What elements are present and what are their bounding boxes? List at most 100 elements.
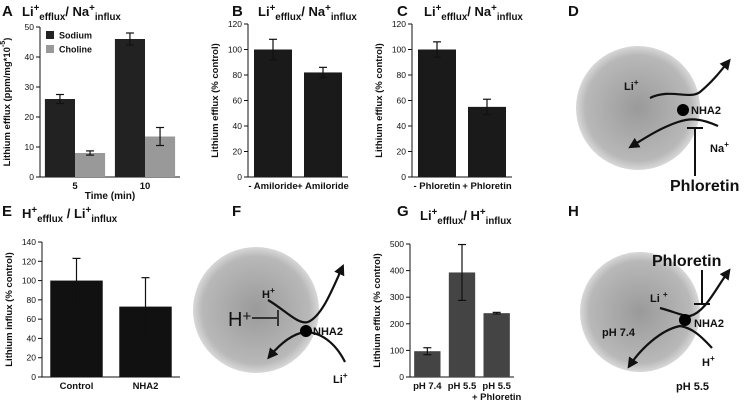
text-part: / Na (467, 4, 492, 19)
diagram-label: NHA2 (313, 326, 343, 338)
x-tick-label: + Phloretin (462, 181, 512, 192)
text-part: influx (331, 12, 358, 23)
diagram-label: H+ (228, 308, 251, 331)
y-tick-label: 60 (397, 96, 407, 106)
chart-title: H+efflux / Li+influx (22, 205, 118, 225)
y-tick-label: 80 (233, 70, 243, 80)
y-tick-label: 120 (22, 256, 36, 266)
panel-label: B (232, 3, 243, 20)
cell (580, 252, 700, 372)
y-axis-label: Lithium efflux (ppm/mg*10-5) (0, 38, 13, 167)
error-bar (125, 32, 134, 46)
error-bar (72, 257, 81, 304)
diagram-label: pH 7.4 (602, 327, 636, 339)
text-part: / H (463, 208, 480, 223)
y-tick-label: 140 (22, 237, 36, 247)
y-tick-label: 100 (392, 45, 406, 55)
y-tick-label: 20 (397, 147, 407, 157)
text-part: + (480, 207, 486, 218)
chart-title: Li+efflux/ H+influx (420, 207, 512, 227)
bar (254, 49, 292, 177)
text-part: Li (258, 4, 270, 19)
text-part: + (242, 308, 251, 325)
diagram-label: Li+ (333, 371, 348, 386)
error-bar (269, 38, 277, 61)
diagram-h: Phloretin Li + NHA2 pH 7.4 H+ pH 5.5 (580, 252, 731, 393)
diagram-label: Phloretin (670, 178, 739, 195)
text-part: / Li (63, 206, 85, 221)
arrow (659, 268, 731, 318)
text-part: Li (333, 374, 343, 386)
transporter (300, 325, 312, 337)
y-tick-label: 40 (25, 52, 35, 62)
y-tick-label: 100 (22, 276, 36, 286)
bar (468, 106, 506, 177)
text-part: pH 5.5 (482, 381, 511, 392)
y-axis-label: Lithium efflux (% control) (210, 43, 221, 158)
arrow (649, 58, 731, 100)
diagram-f: H+ H+ NHA2 Li+ (193, 247, 348, 386)
y-tick-label: 0 (237, 172, 242, 182)
arrow (627, 324, 713, 369)
transporter (677, 104, 689, 116)
text-part: Li (624, 81, 634, 93)
bar (114, 39, 145, 177)
bar (44, 99, 75, 177)
text-part: Li (22, 4, 34, 19)
diagram-label: NHA2 (691, 105, 721, 117)
bar (414, 351, 441, 377)
text-part: Li (650, 293, 663, 305)
text-part: efflux (37, 214, 64, 225)
y-tick-label: 20 (27, 353, 37, 363)
text-part: H (228, 309, 242, 331)
text-part: + (432, 207, 438, 218)
text-part: H (702, 357, 710, 369)
panel-label: C (397, 3, 408, 20)
y-tick-label: 20 (233, 147, 243, 157)
text-part: efflux (275, 12, 302, 23)
transporter (679, 314, 691, 326)
arrow (628, 118, 719, 149)
y-tick-label: 300 (390, 292, 404, 302)
panel-label: D (568, 3, 579, 20)
chart-title: Li+efflux/ Na+influx (424, 3, 523, 23)
panel-label: H (568, 203, 579, 220)
y-axis-label: Lithium efflux (% control) (372, 253, 383, 368)
y-tick-label: 10 (25, 142, 35, 152)
bar (483, 313, 510, 377)
panel-label: F (232, 203, 241, 220)
x-tick-label: 10 (140, 181, 151, 192)
y-tick-label: 60 (233, 96, 243, 106)
cell (576, 46, 700, 170)
text-part: efflux (441, 12, 468, 23)
error-bar (86, 150, 95, 156)
text-part: + (34, 3, 40, 14)
bar (304, 72, 342, 177)
y-tick-label: 60 (27, 314, 37, 324)
error-bar (492, 311, 501, 315)
x-tick-label: pH 5.5 (448, 381, 477, 392)
legend-label: Sodium (59, 31, 92, 41)
x-tick-label: NHA2 (133, 381, 159, 392)
x-tick-label: - Amiloride (248, 181, 297, 192)
error-bar (433, 41, 441, 58)
text-part: + (724, 140, 729, 149)
error-bar (483, 98, 491, 116)
chart-title: Li+efflux/ Na+influx (258, 3, 357, 23)
y-tick-label: 500 (390, 239, 404, 249)
text-part: + (86, 205, 92, 216)
legend-label: Choline (59, 45, 92, 55)
text-part: + (270, 286, 275, 295)
text-part: Lithium efflux (ppm/mg*10 (2, 47, 13, 166)
y-axis-label: Lithium efflux (% control) (374, 43, 385, 158)
x-axis-label: Time (min) (85, 191, 135, 202)
text-part: influx (95, 12, 122, 23)
x-tick-label: - Phloretin (414, 181, 461, 192)
error-bar (458, 243, 466, 301)
text-part: efflux (39, 12, 66, 23)
x-tick-label: pH 7.4 (413, 381, 442, 392)
y-tick-label: 200 (390, 319, 404, 329)
y-tick-label: 0 (399, 372, 404, 382)
legend-swatch (46, 45, 54, 53)
